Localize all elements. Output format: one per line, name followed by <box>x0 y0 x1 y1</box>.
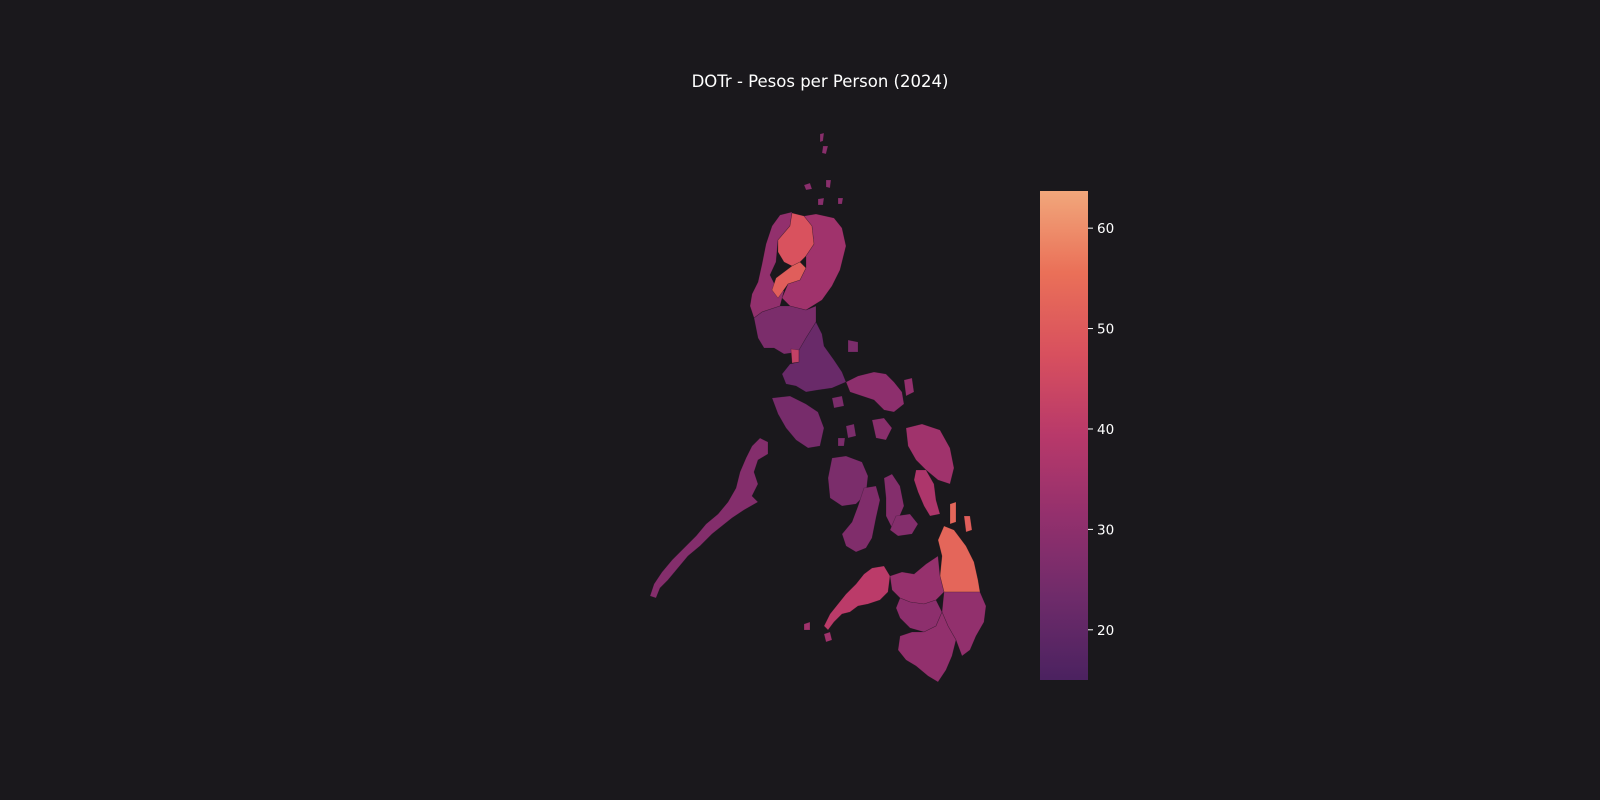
map-region-dinagat-islands[interactable] <box>949 501 957 525</box>
map-region-zamboanga-peninsula[interactable] <box>823 565 891 631</box>
colorbar-tick-label: 50 <box>1097 322 1114 338</box>
colorbar: 20 30 40 50 60 <box>1040 191 1114 680</box>
map-region-cordillera-southern[interactable] <box>771 261 807 299</box>
map-region-marinduque[interactable] <box>831 395 845 409</box>
map-region-bicol-region[interactable] <box>845 371 905 413</box>
colorbar-tick-label: 60 <box>1097 221 1114 237</box>
map-region-davao-region[interactable] <box>941 591 987 657</box>
map-region-leyte[interactable] <box>913 469 941 517</box>
map-region-soccsksargen[interactable] <box>897 611 957 683</box>
colorbar-tick-label: 40 <box>1097 422 1114 438</box>
map-region-babuyan-islands[interactable] <box>803 179 844 206</box>
map-region-catanduanes[interactable] <box>903 377 915 397</box>
map-region-sulu-archipelago[interactable] <box>803 621 833 643</box>
map-region-batanes[interactable] <box>819 132 829 155</box>
colorbar-tick-label: 20 <box>1097 623 1114 639</box>
map-region-caraga[interactable] <box>937 525 981 593</box>
map-region-mindoro[interactable] <box>771 395 825 449</box>
map-region-northern-mindanao[interactable] <box>889 555 945 605</box>
chart-title: DOTr - Pesos per Person (2024) <box>692 72 949 91</box>
map-region-samar[interactable] <box>905 423 955 485</box>
philippines-map <box>649 132 987 683</box>
map-region-metro-manila[interactable] <box>790 348 800 364</box>
map-region-romblon[interactable] <box>837 423 857 447</box>
map-region-calabarzon[interactable] <box>781 321 847 393</box>
map-region-palawan[interactable] <box>649 437 769 599</box>
colorbar-ticks: 20 30 40 50 60 <box>1088 221 1114 639</box>
map-region-bohol[interactable] <box>889 513 919 537</box>
colorbar-tick-label: 30 <box>1097 522 1114 538</box>
map-region-masbate[interactable] <box>871 417 893 441</box>
colorbar-gradient <box>1040 191 1088 680</box>
map-region-siargao[interactable] <box>963 515 973 533</box>
map-region-negros[interactable] <box>841 485 881 553</box>
map-region-polillo-islands[interactable] <box>847 339 859 353</box>
